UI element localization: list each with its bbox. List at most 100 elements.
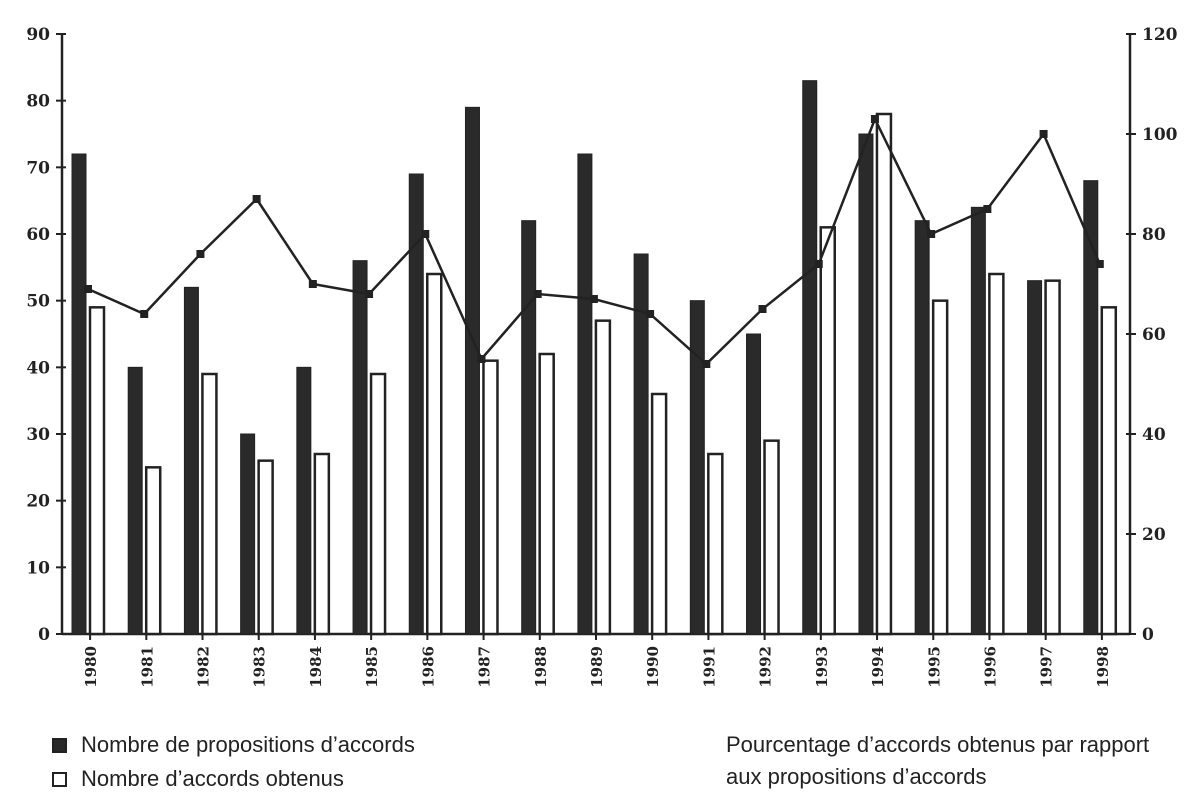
legend-swatch-light	[52, 771, 67, 787]
bar-accords	[650, 392, 668, 636]
x-tick-label: 1989	[588, 646, 606, 688]
legend-item-propositions: Nombre de propositions d’accords	[52, 728, 415, 762]
bar-propositions	[296, 366, 312, 635]
legend: Nombre de propositions d’accords Nombre …	[52, 728, 415, 796]
legend-label-accords: Nombre d’accords obtenus	[81, 766, 344, 791]
percentage-point	[702, 360, 711, 368]
bar-propositions	[633, 253, 649, 635]
percentage-point	[308, 280, 317, 288]
x-tick-label: 1986	[419, 646, 437, 688]
tick-labels: 0 10 20 30 40 50 60 70 80 90 0 20 40 60 80 100 120 1980 19…	[26, 25, 1177, 688]
legend-swatch-dark	[52, 737, 67, 753]
y-left-tick-label: 70	[26, 158, 50, 178]
bar-accords	[819, 226, 836, 636]
bar-propositions	[183, 286, 199, 635]
bar-propositions	[689, 300, 705, 635]
bar-accords	[1100, 306, 1118, 636]
bar-propositions	[127, 366, 143, 635]
percentage-point	[646, 310, 655, 318]
line-series-note: Pourcentage d’accords obtenus par rappor…	[726, 732, 1150, 789]
bar-accords	[313, 452, 331, 636]
percentage-point	[983, 205, 992, 213]
bar-propositions	[914, 220, 930, 635]
bar-accords	[1044, 279, 1061, 636]
percentage-point	[758, 305, 767, 313]
x-tick-label: 1983	[251, 646, 269, 688]
percentage-point	[927, 230, 936, 238]
bar-accords	[594, 319, 612, 636]
x-tick-label: 1985	[363, 646, 381, 688]
y-left-tick-label: 80	[26, 92, 50, 112]
percentage-point	[84, 285, 92, 293]
bar-propositions	[577, 153, 593, 635]
percentage-point	[477, 355, 486, 363]
y-right-tick-label: 80	[1142, 225, 1166, 245]
percentage-point	[365, 290, 374, 298]
x-tick-label: 1994	[869, 646, 887, 688]
percentage-point	[196, 250, 205, 258]
x-tick-label: 1997	[1038, 646, 1056, 688]
y-left-tick-label: 30	[26, 425, 50, 445]
y-left-tick-label: 50	[26, 292, 50, 312]
bar-propositions	[408, 173, 424, 635]
x-tick-label: 1998	[1094, 646, 1112, 688]
chart: 0 10 20 30 40 50 60 70 80 90 0 20 40 60 80 100 120 1980 19…	[26, 25, 1177, 688]
percentage-point	[140, 310, 149, 318]
bar-propositions	[970, 206, 986, 635]
bar-propositions	[71, 153, 87, 635]
bar-accords	[369, 372, 387, 636]
bar-accords	[426, 272, 443, 636]
bar-accords	[988, 272, 1005, 636]
y-left-tick-label: 60	[26, 225, 50, 245]
x-tick-label: 1987	[476, 646, 494, 688]
y-right-tick-label: 40	[1142, 425, 1166, 445]
x-tick-label: 1990	[644, 646, 662, 688]
bar-accords	[763, 439, 780, 636]
percentage-point	[1095, 260, 1104, 268]
y-right-tick-label: 120	[1142, 25, 1178, 45]
bars	[71, 80, 1118, 636]
x-tick-label: 1992	[757, 646, 775, 688]
bar-accords	[201, 372, 218, 636]
percentage-point	[589, 295, 598, 303]
bar-accords	[88, 306, 106, 636]
percentage-point	[870, 115, 879, 123]
bar-propositions	[802, 80, 818, 635]
bar-propositions	[858, 133, 874, 635]
legend-item-accords: Nombre d’accords obtenus	[52, 762, 415, 796]
percentage-line	[84, 115, 1104, 368]
x-tick-label: 1996	[981, 646, 999, 688]
x-tick-label: 1980	[82, 646, 100, 688]
bar-propositions	[1027, 280, 1043, 635]
y-left-tick-label: 10	[26, 558, 50, 578]
y-left-tick-label: 90	[26, 25, 50, 45]
x-tick-label: 1991	[700, 646, 718, 688]
y-left-tick-label: 20	[26, 492, 50, 512]
percentage-point	[252, 195, 261, 203]
bar-accords	[257, 459, 274, 636]
x-tick-label: 1981	[138, 646, 156, 688]
bar-propositions	[240, 433, 256, 635]
y-right-tick-label: 100	[1142, 125, 1178, 145]
bar-accords	[875, 112, 893, 636]
bar-propositions	[352, 260, 368, 635]
y-right-tick-label: 0	[1142, 625, 1154, 645]
x-tick-label: 1995	[925, 646, 943, 688]
y-left-tick-label: 0	[38, 625, 50, 645]
x-tick-label: 1993	[813, 646, 831, 688]
y-right-tick-label: 60	[1142, 325, 1166, 345]
bar-accords	[707, 452, 724, 636]
percentage-point	[533, 290, 542, 298]
y-left-tick-label: 40	[26, 358, 50, 378]
x-tick-label: 1984	[307, 646, 325, 688]
bar-propositions	[746, 333, 762, 635]
bar-accords	[482, 359, 499, 636]
percentage-point	[421, 230, 430, 238]
x-tick-label: 1982	[195, 646, 213, 688]
bar-propositions	[464, 106, 480, 635]
bar-accords	[931, 299, 949, 636]
bar-propositions	[521, 220, 537, 635]
percentage-point	[814, 260, 823, 268]
x-tick-label: 1988	[532, 646, 550, 688]
bar-propositions	[1083, 180, 1099, 635]
